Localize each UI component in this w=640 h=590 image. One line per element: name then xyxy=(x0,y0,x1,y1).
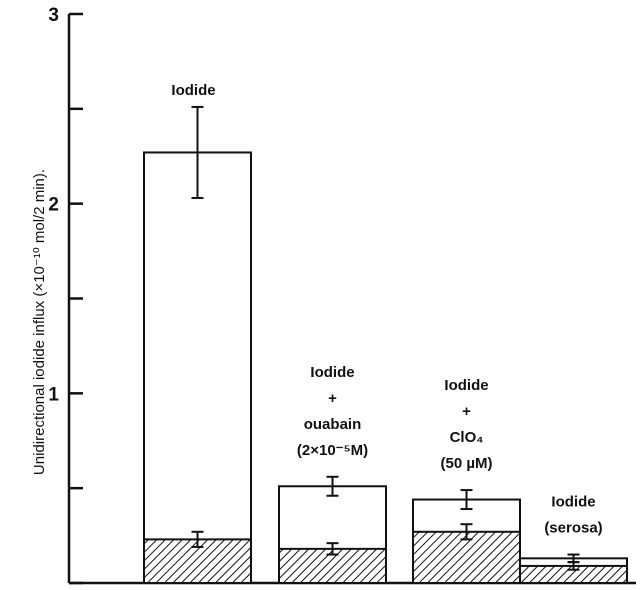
y-axis-label: Unidirectional iodide influx (×10⁻¹⁰ mol… xyxy=(31,169,48,475)
bar-label-1-1: + xyxy=(328,390,337,407)
bar-label-2-2: ClO₄ xyxy=(450,429,484,446)
bar-label-3-0: Iodide xyxy=(551,494,595,511)
y-tick-label-2: 1 xyxy=(48,384,59,405)
y-tick-label-4: 2 xyxy=(48,195,59,216)
bar-label-1-3: (2×10⁻⁵M) xyxy=(297,442,368,459)
bar-label-1-2: ouabain xyxy=(304,416,362,433)
bar-label-3-1: (serosa) xyxy=(544,520,602,537)
bar-labels: Iodide Iodide + ouabain (2×10⁻⁵M) Iodide + ClO₄… xyxy=(171,82,602,537)
y-tick-label-6: 3 xyxy=(48,5,59,26)
bar-total-0 xyxy=(143,151,252,584)
bar-label-2-3: (50 µM) xyxy=(441,455,493,472)
bar-label-0-0: Iodide xyxy=(171,82,215,99)
bar-label-1-0: Iodide xyxy=(310,364,354,381)
bar-label-2-0: Iodide xyxy=(444,377,488,394)
bar-hatched-1 xyxy=(278,547,387,584)
bars xyxy=(143,105,628,584)
bar-label-2-1: + xyxy=(462,403,471,420)
